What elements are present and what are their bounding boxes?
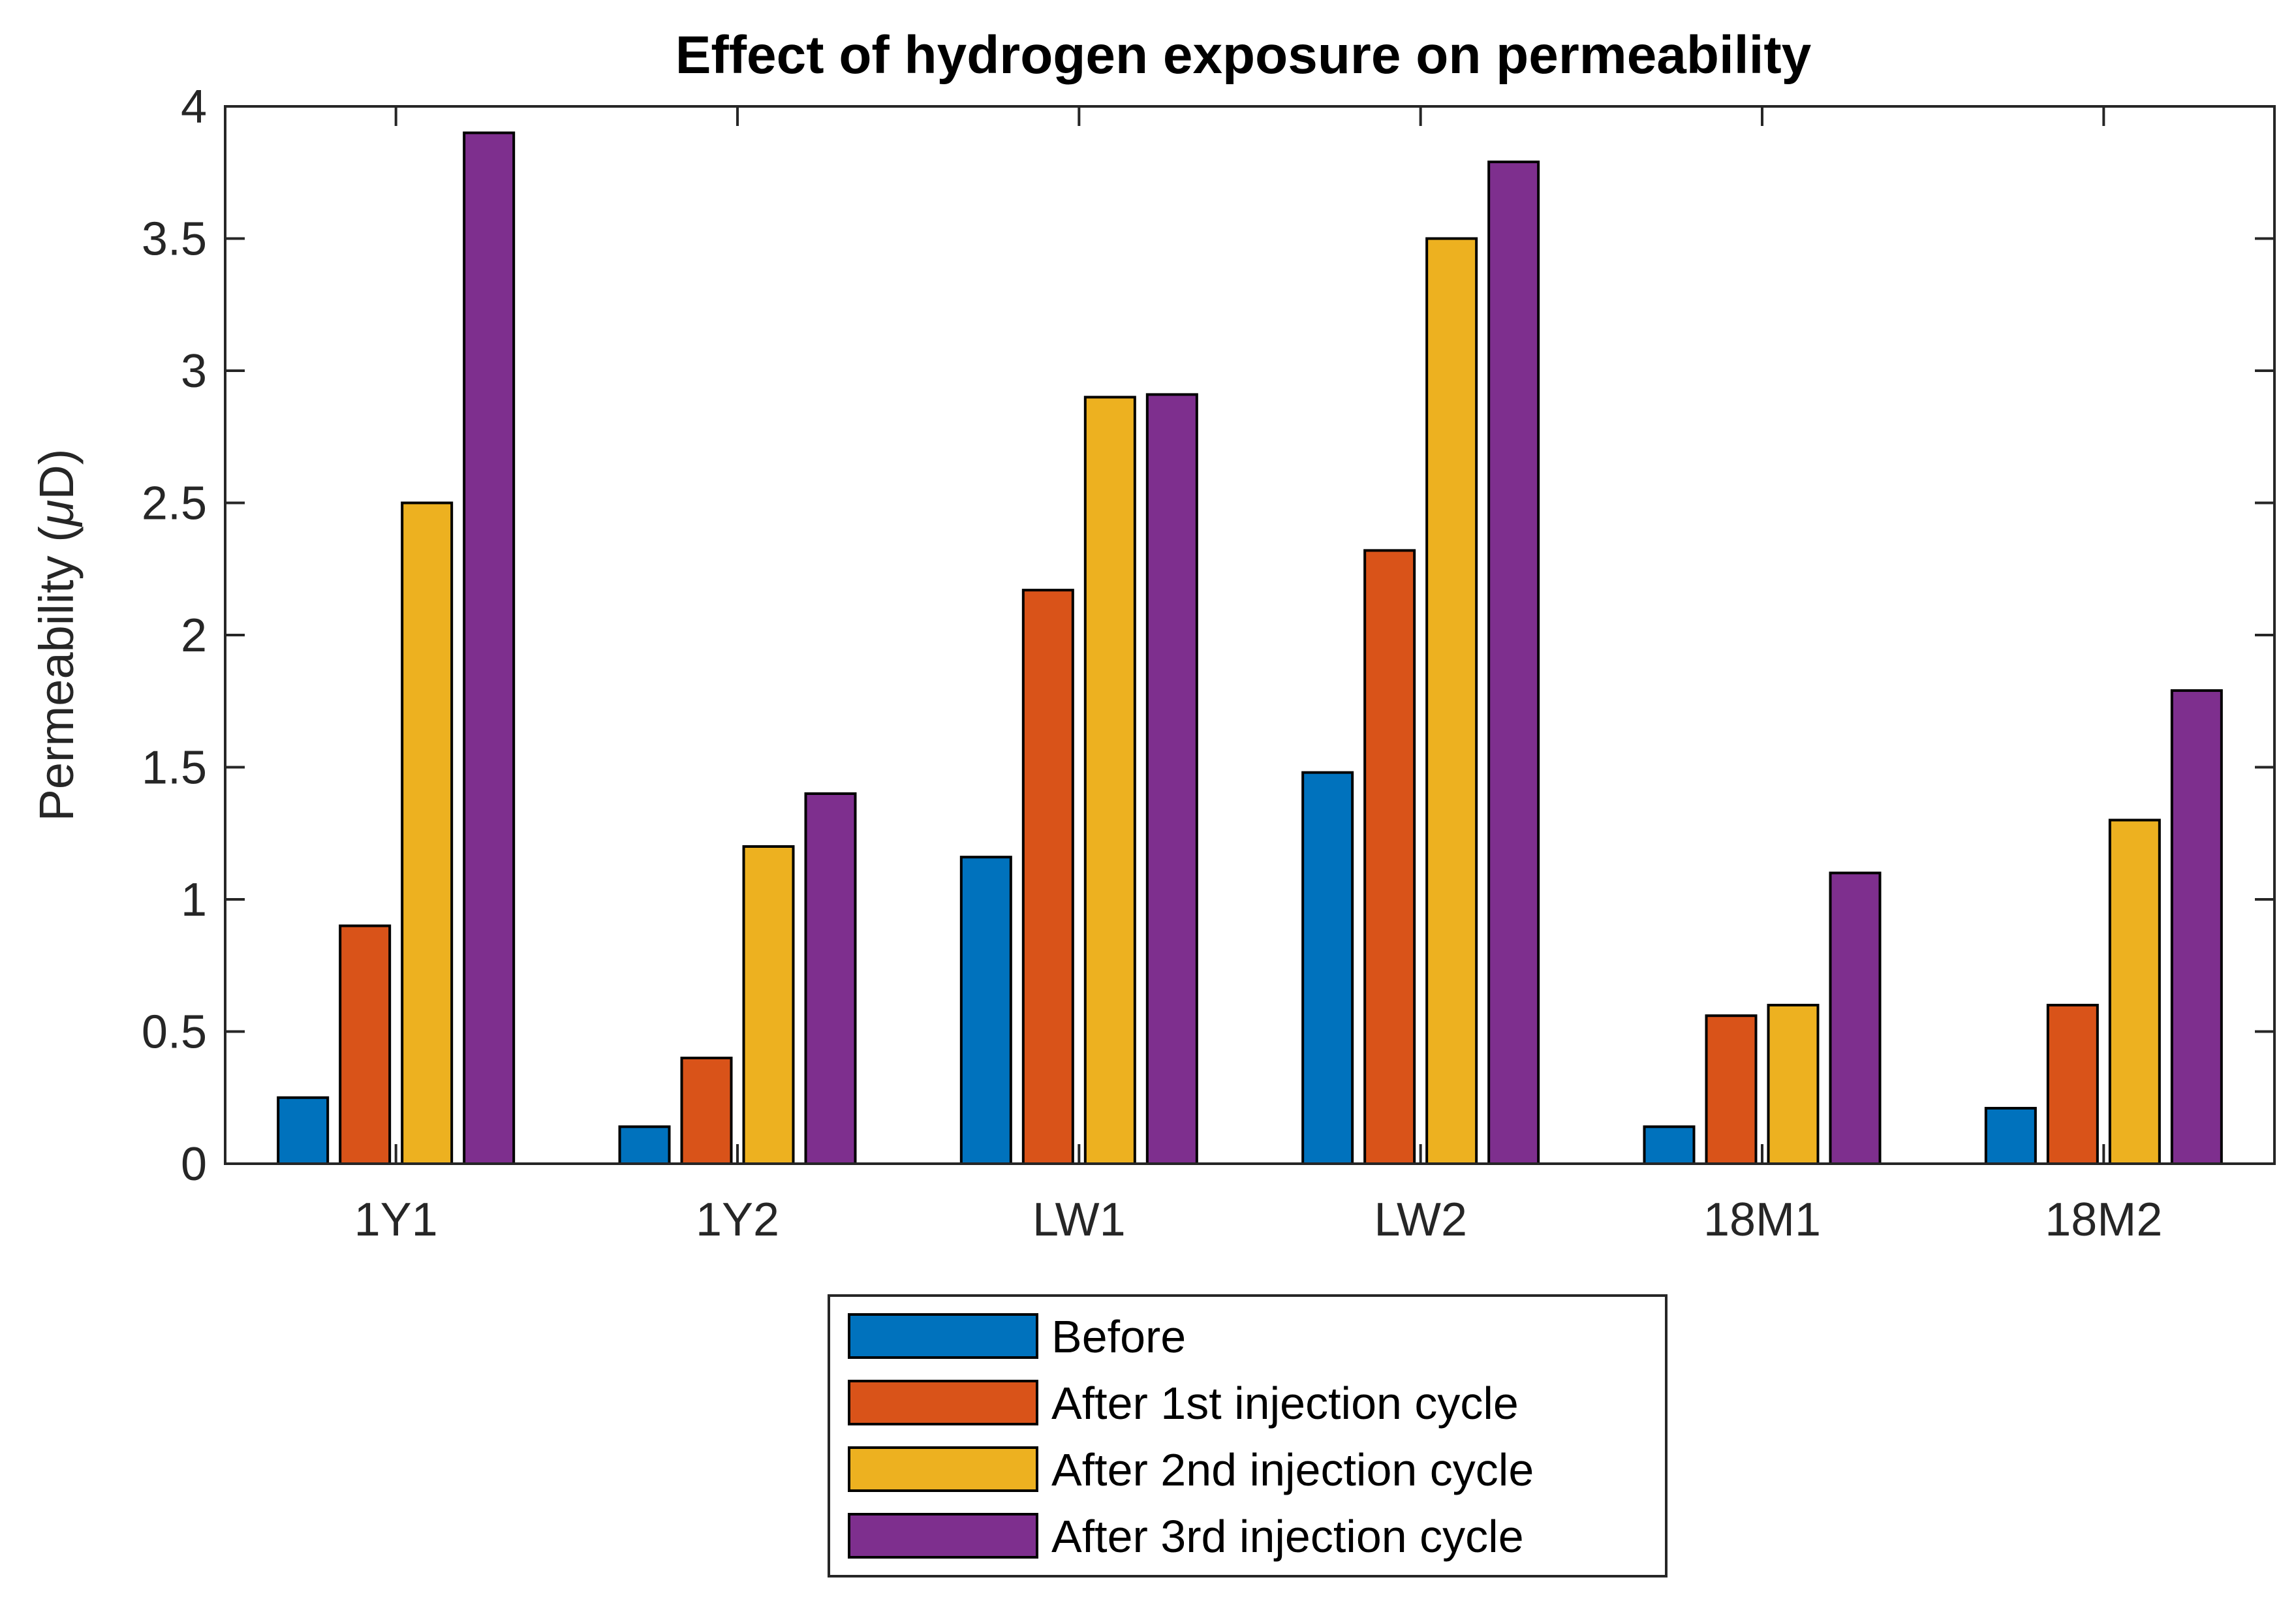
bar-lw1-series-1: [959, 856, 1012, 1165]
y-axis-label: Permeability (μD): [29, 449, 84, 822]
bar-lw1-series-4: [1145, 393, 1198, 1166]
legend-swatch-series-3: [848, 1446, 1038, 1492]
bar-lw2-series-4: [1487, 161, 1540, 1165]
bar-18m1-series-3: [1767, 1004, 1820, 1165]
y-tick-label: 1: [181, 874, 207, 926]
bar-lw1-series-2: [1021, 589, 1074, 1165]
y-axis-label-prefix: Permeability (: [29, 526, 84, 822]
bar-18m1-series-2: [1705, 1014, 1758, 1165]
y-tick-label: 0: [181, 1138, 207, 1190]
y-tick-label: 4: [181, 81, 207, 133]
x-tick-label-lw1: LW1: [1032, 1194, 1126, 1246]
bar-18m1-series-4: [1829, 871, 1882, 1165]
y-axis-label-suffix: D): [29, 449, 84, 500]
y-tick-label: 2.5: [142, 478, 207, 530]
bar-18m1-series-1: [1643, 1125, 1696, 1166]
legend-label-series-4: After 3rd injection cycle: [1051, 1511, 1524, 1562]
chart-title: Effect of hydrogen exposure on permeabil…: [675, 25, 1812, 85]
legend-swatch-series-2: [848, 1380, 1038, 1425]
x-tick-label-18m2: 18M2: [2045, 1194, 2162, 1246]
x-axis-ticks: 1Y1 1Y2 LW1 LW2 18M1 18M2: [354, 106, 2162, 1246]
legend: Before After 1st injection cycle After 2nd…: [828, 1294, 1668, 1578]
bar-1y2-series-3: [742, 845, 795, 1165]
y-tick-label: 2: [181, 610, 207, 662]
bar-18m2-series-2: [2046, 1004, 2099, 1165]
y-tick-label: 0.5: [142, 1006, 207, 1059]
bar-lw2-series-3: [1425, 237, 1478, 1165]
bar-1y1-series-1: [277, 1096, 330, 1165]
bars-group: [277, 131, 2223, 1166]
plot-area-box: [224, 105, 2276, 1165]
legend-label-series-2: After 1st injection cycle: [1051, 1378, 1519, 1429]
legend-label-series-3: After 2nd injection cycle: [1051, 1444, 1534, 1495]
x-tick-label-1y2: 1Y2: [696, 1194, 779, 1246]
x-tick-label-1y1: 1Y1: [354, 1194, 438, 1246]
legend-label-series-1: Before: [1051, 1311, 1186, 1362]
bar-18m2-series-4: [2170, 689, 2223, 1166]
bar-lw2-series-2: [1363, 549, 1416, 1165]
x-tick-label-lw2: LW2: [1374, 1194, 1467, 1246]
bar-lw2-series-1: [1301, 771, 1354, 1165]
y-tick-label: 1.5: [142, 742, 207, 794]
y-tick-label: 3: [181, 345, 207, 397]
y-axis-label-greek: μ: [29, 500, 84, 528]
legend-swatch-series-4: [848, 1513, 1038, 1559]
bar-1y2-series-1: [618, 1125, 671, 1166]
bar-18m2-series-3: [2108, 818, 2161, 1165]
bar-1y1-series-3: [401, 501, 454, 1165]
y-tick-label: 3.5: [142, 213, 207, 266]
x-tick-label-18m1: 18M1: [1703, 1194, 1821, 1246]
bar-18m2-series-1: [1984, 1106, 2037, 1165]
legend-swatch-series-1: [848, 1313, 1038, 1359]
bar-1y1-series-2: [339, 924, 392, 1165]
bar-1y2-series-4: [804, 792, 857, 1165]
bar-1y2-series-2: [680, 1057, 733, 1165]
bar-lw1-series-3: [1083, 396, 1136, 1165]
bar-1y1-series-4: [463, 131, 516, 1165]
